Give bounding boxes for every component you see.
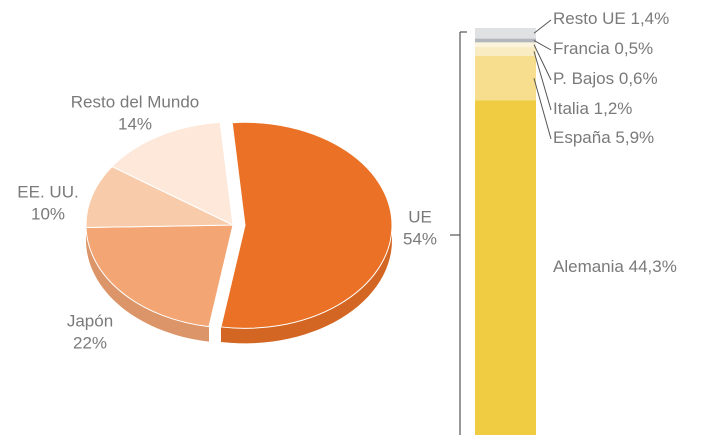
pie-slice <box>85 165 234 229</box>
pie-slice <box>220 121 393 329</box>
slice-value-label: 10% <box>31 204 65 223</box>
bar-segment <box>475 100 536 435</box>
segment-name: Resto UE <box>553 9 626 28</box>
bar-segment <box>475 42 536 47</box>
segment-name: Italia <box>553 99 589 118</box>
segment-label: P. Bajos 0,6% <box>553 69 658 88</box>
bar-segment <box>475 38 536 43</box>
bar-segment <box>475 28 536 39</box>
slice-label: UE <box>408 207 432 226</box>
leader-line <box>533 51 552 111</box>
slice-side <box>86 227 209 342</box>
segment-label: Francia 0,5% <box>553 39 653 58</box>
segment-name: España <box>553 128 611 147</box>
segment-name: P. Bajos <box>553 69 614 88</box>
segment-value-label: 44,3% <box>629 257 677 276</box>
slice-side <box>220 225 392 344</box>
slice-label: Japón <box>67 311 113 330</box>
slice-value-label: 14% <box>118 114 152 133</box>
segment-label: España 5,9% <box>553 128 654 147</box>
segment-label: Resto UE 1,4% <box>553 9 669 28</box>
segment-label: Italia 1,2% <box>553 99 632 118</box>
segment-label: Alemania 44,3% <box>553 257 677 276</box>
segment-name: Francia <box>553 39 610 58</box>
leader-line <box>533 78 552 140</box>
bar-segment <box>475 55 536 101</box>
pie-slice <box>85 224 234 328</box>
segment-value-label: 5,9% <box>615 128 654 147</box>
leader-line <box>533 44 552 81</box>
pie-slice <box>111 121 234 226</box>
slice-value-label: 22% <box>73 333 107 352</box>
slice-value-label: 54% <box>403 229 437 248</box>
segment-value-label: 1,2% <box>594 99 633 118</box>
slice-label: EE. UU. <box>17 182 78 201</box>
slice-label: Resto del Mundo <box>71 92 200 111</box>
segment-value-label: 0,6% <box>619 69 658 88</box>
segment-value-label: 1,4% <box>630 9 669 28</box>
bar-segment <box>475 46 536 56</box>
segment-value-label: 0,5% <box>614 39 653 58</box>
leader-line <box>533 19 552 34</box>
segment-name: Alemania <box>553 257 624 276</box>
leader-line <box>533 40 552 51</box>
